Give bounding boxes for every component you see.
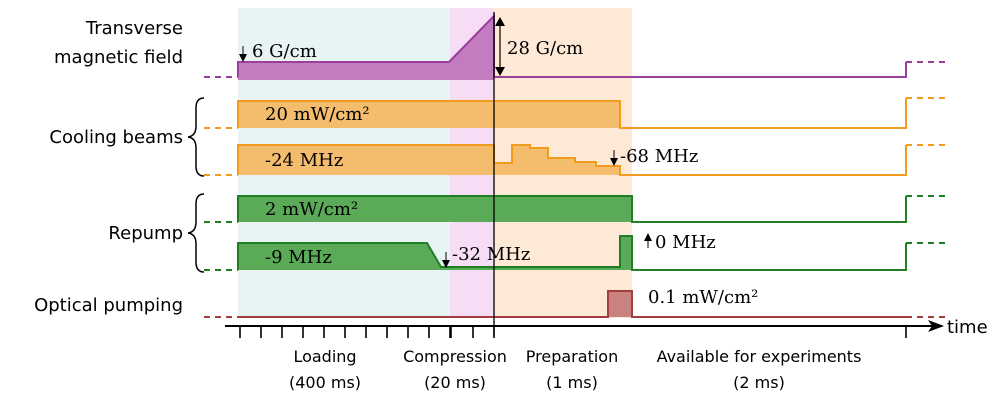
rep-final-detuning-value: 0 MHz [655,232,716,253]
cooling-detuning-fill [238,145,620,175]
cooling-power-fill [238,101,620,128]
repump-power-trace [237,195,907,223]
phase-loading-duration: (400 ms) [289,373,361,392]
phase-preparation-duration: (1 ms) [546,373,598,392]
phase-experiments-name: Available for experiments [657,347,862,366]
magnetic-field-label-line2: magnetic field [54,47,183,68]
repump-detuning-fill [238,236,632,270]
mag-start-value: 6 G/cm [252,41,317,62]
mag-peak-arrow-bottom [495,67,505,76]
cool-final-detuning-value: -68 MHz [620,146,698,167]
phase-compression-name: Compression [403,347,507,366]
mag-peak-arrow-top [495,17,505,26]
repump-power-fill [238,196,632,222]
cool-power-value: 20 mW/cm² [265,104,370,125]
magnetic-field-label-line1: Transverse [85,18,183,39]
mag-peak-value: 28 G/cm [507,38,583,59]
optical-pumping-fill [608,291,632,317]
cooling-beams-label: Cooling beams [49,127,183,148]
repump-detuning-trace [237,235,907,271]
repump-label: Repump [108,223,183,244]
phase-preparation-name: Preparation [526,347,618,366]
cooling-brace [187,97,205,177]
optical-pumping-label: Optical pumping [34,295,183,316]
phase-loading-name: Loading [293,347,356,366]
phase-compression-duration: (20 ms) [424,373,486,392]
time-axis-label: time [947,317,987,338]
optical-power-value: 0.1 mW/cm² [648,287,758,308]
time-axis-ticks [239,326,907,338]
rep-detuning-value: -9 MHz [265,247,332,268]
rep-compressed-detuning-value: -32 MHz [452,244,530,265]
cool-detuning-value: -24 MHz [265,150,343,171]
magnetic-field-fill [238,16,494,80]
repump-brace [187,193,205,273]
phase-experiments-duration: (2 ms) [733,373,785,392]
optical-pumping-trace [238,290,906,318]
cooling-power-trace [237,98,907,129]
rep-power-value: 2 mW/cm² [265,199,358,220]
